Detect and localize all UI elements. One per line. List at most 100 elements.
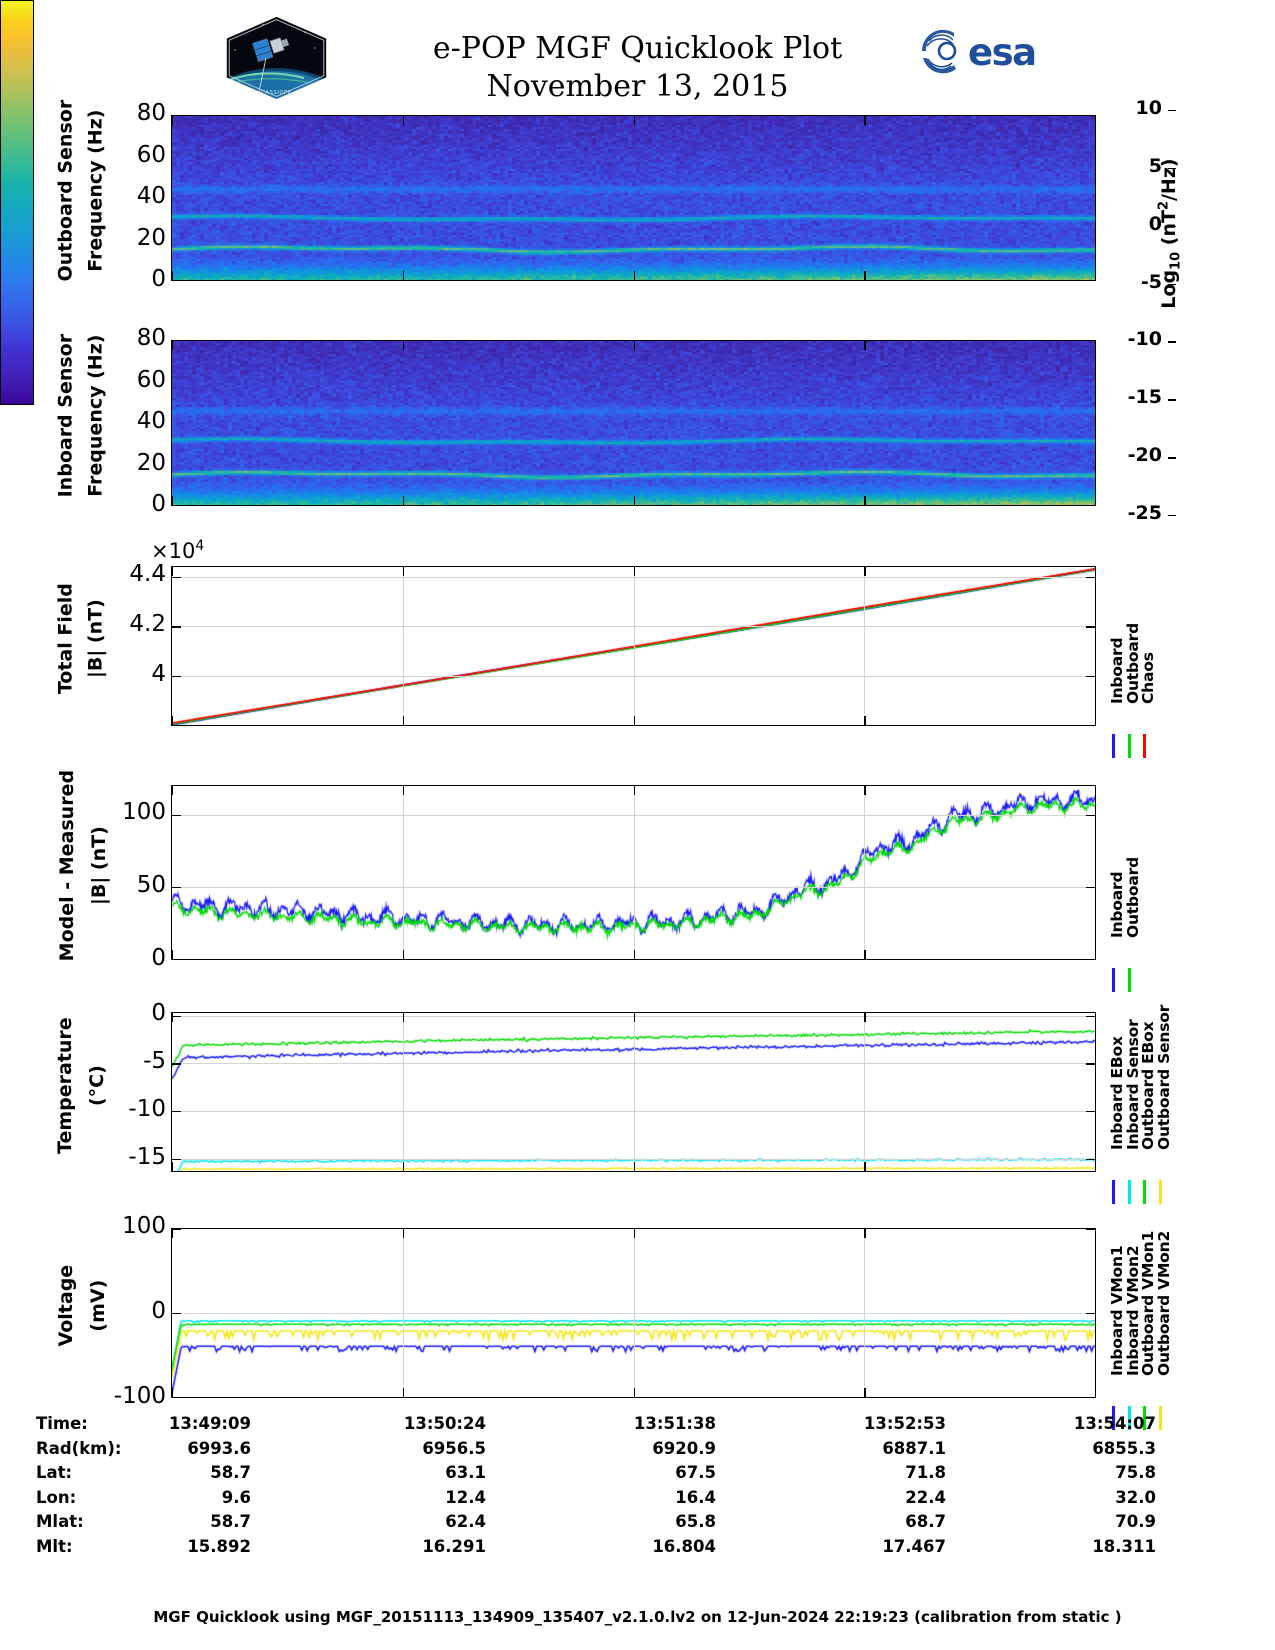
x-tick	[864, 1013, 866, 1022]
x-tick	[172, 1229, 174, 1238]
y-tick	[172, 1110, 181, 1113]
title-line-1: e-POP MGF Quicklook Plot	[432, 31, 843, 66]
exponent-mantissa: ×10	[151, 539, 196, 563]
table-cell: 22.4	[905, 1487, 946, 1507]
y-tick-label: 4.2	[129, 611, 166, 637]
vertical-gridline	[633, 786, 635, 959]
table-row: Rad(km): 6993.6 6956.5 6920.9 6887.1 6855.3	[36, 1439, 1156, 1464]
table-row-label: Mlat:	[36, 1512, 84, 1531]
colorbar-tick-label: -25	[1127, 502, 1162, 524]
vertical-gridline	[402, 786, 404, 959]
x-tick	[864, 1388, 866, 1397]
x-tick	[402, 1013, 405, 1022]
x-tick	[402, 1162, 405, 1171]
legend-label: Outboard	[1123, 857, 1142, 938]
table-cell: 15.892	[187, 1536, 251, 1556]
y-tick	[172, 1158, 181, 1160]
x-tick	[864, 786, 866, 795]
x-tick	[402, 716, 405, 725]
total-field-axes	[171, 566, 1096, 726]
y-tick	[1086, 886, 1095, 889]
x-tick	[172, 950, 174, 959]
legend-swatch	[1158, 1406, 1162, 1430]
cassiope-mission-patch-logo: CASSIOPE	[219, 14, 334, 102]
table-cell: 68.7	[905, 1512, 946, 1531]
model-minus-measured-ylabel: Model - Measured	[56, 768, 78, 963]
y-tick	[172, 626, 181, 628]
x-tick	[402, 341, 405, 350]
vertical-gridline	[864, 786, 866, 959]
colorbar-tick	[1168, 110, 1176, 112]
legend-swatch	[1143, 1180, 1146, 1204]
colorbar-tick	[1168, 167, 1176, 170]
x-tick	[172, 716, 174, 725]
table-cell: 12.4	[445, 1487, 486, 1507]
vertical-gridline	[633, 1229, 635, 1397]
vertical-gridline	[402, 567, 404, 725]
total-field-exponent-label: ×104	[151, 538, 204, 563]
table-row-label: Time:	[36, 1414, 88, 1433]
legend-label: Chaos	[1139, 652, 1157, 704]
colorbar-tick	[1168, 283, 1176, 285]
table-cell: 13:50:24	[403, 1414, 486, 1433]
table-cell: 16.4	[675, 1487, 716, 1507]
y-tick-label: 0	[151, 491, 166, 517]
vertical-gridline	[402, 1013, 404, 1171]
x-tick	[633, 567, 635, 576]
colorbar: Log10 (nT2/Hz) 10 5 0 -5 -10 -15 -20 -25	[0, 0, 1184, 524]
colorbar-tick-label: -10	[1127, 328, 1162, 351]
y-tick-label: -15	[128, 1144, 166, 1171]
table-cell: 63.1	[445, 1463, 486, 1482]
table-cell: 67.5	[675, 1463, 716, 1482]
vertical-gridline	[864, 567, 866, 725]
y-tick	[172, 1015, 181, 1018]
y-tick	[172, 675, 181, 678]
table-cell: 6887.1	[882, 1438, 946, 1458]
table-row: Time: 13:49:09 13:50:24 13:51:38 13:52:53 13:…	[36, 1414, 1156, 1439]
table-cell: 13:49:09	[168, 1414, 251, 1433]
vertical-gridline	[402, 1229, 404, 1397]
x-tick	[864, 496, 866, 505]
table-cell: 62.4	[445, 1512, 486, 1531]
y-tick-label: -100	[113, 1383, 166, 1409]
y-tick-label: 0	[151, 1298, 166, 1324]
legend-swatch	[1127, 968, 1131, 992]
table-cell: 71.8	[905, 1463, 946, 1482]
model-minus-measured-ylabel2: |B| (nT)	[87, 768, 110, 963]
legend-swatch	[1127, 1406, 1131, 1430]
legend-swatch	[1112, 1406, 1115, 1430]
colorbar-tick-label: -15	[1127, 386, 1162, 409]
table-cell: 6920.9	[652, 1438, 716, 1458]
esa-logo: esa	[920, 28, 1045, 74]
y-tick-label: 40	[136, 183, 166, 209]
y-tick-label: 20	[136, 449, 166, 476]
y-tick	[1086, 1158, 1095, 1160]
table-row: Lat: 58.7 63.1 67.5 71.8 75.8	[36, 1463, 1156, 1488]
y-tick-label: 80	[136, 100, 166, 126]
x-tick	[172, 496, 174, 505]
y-tick	[1086, 1110, 1095, 1113]
table-cell: 75.8	[1115, 1463, 1156, 1482]
x-tick	[172, 567, 174, 576]
ylabel-line2: |B| (nT)	[87, 826, 110, 906]
x-tick	[633, 786, 635, 795]
x-tick	[402, 567, 405, 576]
table-cell: 6855.3	[1092, 1438, 1156, 1458]
legend-label: Outboard VMon2	[1154, 1230, 1173, 1376]
outboard-spectrogram-image	[172, 116, 1095, 280]
x-tick	[633, 950, 635, 959]
colorbar-tick	[1168, 515, 1176, 517]
inboard-spectrogram-axes	[171, 340, 1096, 506]
y-tick-label: 60	[136, 366, 166, 393]
legend-swatch	[1127, 734, 1131, 758]
y-tick	[172, 1229, 181, 1231]
y-tick	[172, 886, 181, 889]
table-cell: 58.7	[210, 1512, 251, 1531]
table-cell: 13:51:38	[633, 1414, 716, 1433]
svg-text:esa: esa	[968, 31, 1036, 74]
y-tick	[1086, 1063, 1095, 1065]
colorbar-tick	[1168, 457, 1176, 459]
x-tick	[172, 341, 174, 350]
legend-swatch	[1158, 1180, 1162, 1204]
y-tick-label: 50	[136, 872, 166, 899]
